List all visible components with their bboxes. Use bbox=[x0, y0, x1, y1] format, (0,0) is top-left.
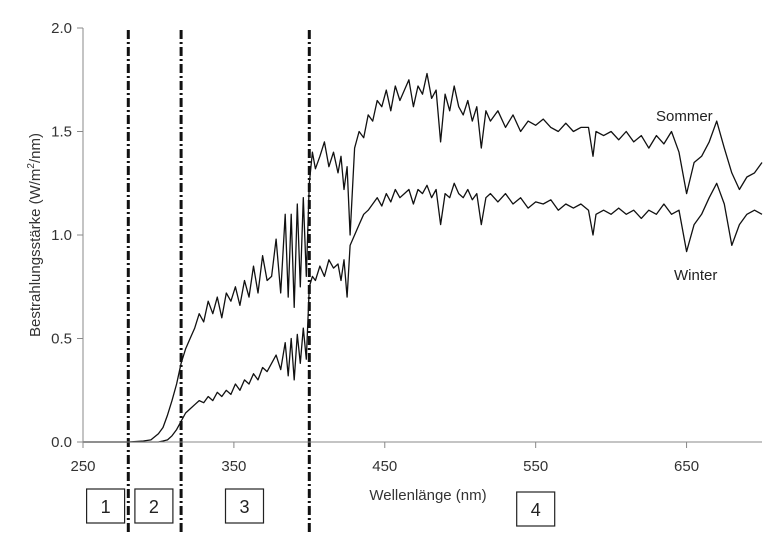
region-box-3: 3 bbox=[224, 488, 265, 524]
y-axis-title: Bestrahlungsstärke (W/m2/nm) bbox=[26, 133, 44, 337]
region-box-label: 1 bbox=[101, 497, 111, 517]
region-box-label: 4 bbox=[531, 500, 541, 520]
boundary-layer bbox=[126, 30, 311, 532]
series-label-sommer: Sommer bbox=[656, 108, 713, 125]
series-label-winter: Winter bbox=[674, 267, 717, 284]
y-tick-label: 0.5 bbox=[51, 331, 72, 348]
series-line-sommer bbox=[83, 72, 763, 443]
y-tick-label: 2.0 bbox=[51, 20, 72, 37]
series-layer bbox=[83, 72, 763, 443]
y-axis-title-tail: /nm) bbox=[27, 133, 44, 163]
ticks-layer: 250 350 450 550 650 0.0 0.5 1.0 1.5 2.0 bbox=[51, 20, 699, 475]
region-box-2: 2 bbox=[134, 488, 174, 524]
region-box-1: 1 bbox=[85, 488, 126, 524]
region-box-frame bbox=[516, 491, 556, 527]
x-tick-label: 250 bbox=[70, 458, 95, 475]
region-box-4: 4 bbox=[516, 491, 556, 527]
y-tick-label: 0.0 bbox=[51, 434, 72, 451]
y-tick-label: 1.5 bbox=[51, 124, 72, 141]
x-tick-label: 550 bbox=[523, 458, 548, 475]
labels-layer: Wellenlänge (nm) Bestrahlungsstärke (W/m… bbox=[26, 108, 717, 504]
region-box-frame bbox=[224, 488, 265, 524]
y-axis-title-superscript: 2 bbox=[26, 163, 37, 169]
series-line-winter bbox=[83, 182, 763, 443]
region-box-label: 3 bbox=[239, 497, 249, 517]
region-layer: 1 2 3 4 bbox=[85, 488, 556, 527]
region-box-frame bbox=[134, 488, 174, 524]
x-tick-label: 450 bbox=[372, 458, 397, 475]
x-axis-title: Wellenlänge (nm) bbox=[369, 487, 486, 504]
axes-layer bbox=[82, 28, 762, 443]
y-axis-title-main: Bestrahlungsstärke (W/m bbox=[27, 169, 44, 337]
x-tick-label: 350 bbox=[221, 458, 246, 475]
region-box-frame bbox=[85, 488, 126, 524]
y-tick-label: 1.0 bbox=[51, 227, 72, 244]
region-box-label: 2 bbox=[149, 497, 159, 517]
x-tick-label: 650 bbox=[674, 458, 699, 475]
